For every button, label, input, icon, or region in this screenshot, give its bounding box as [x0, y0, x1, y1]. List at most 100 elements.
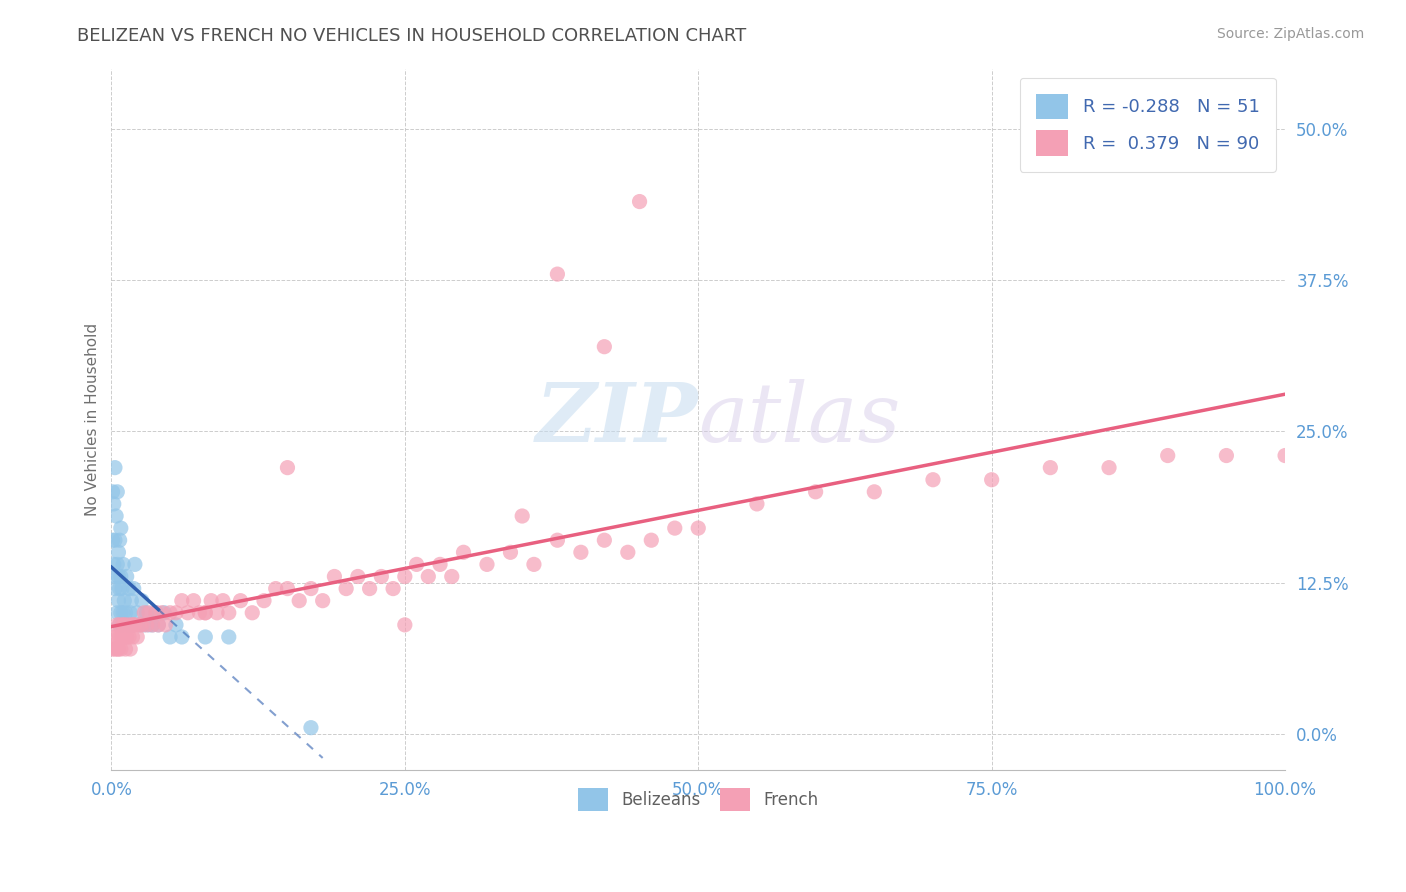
Point — [107, 569, 129, 583]
Point — [165, 606, 187, 620]
Point — [107, 545, 129, 559]
Legend: Belizeans, French: Belizeans, French — [564, 774, 832, 825]
Point — [440, 569, 463, 583]
Point — [229, 593, 252, 607]
Point — [980, 473, 1002, 487]
Point — [124, 618, 146, 632]
Point — [104, 533, 127, 548]
Point — [165, 618, 187, 632]
Point — [804, 484, 827, 499]
Point — [105, 558, 128, 572]
Point — [108, 582, 131, 596]
Point — [170, 630, 193, 644]
Point — [128, 618, 150, 632]
Point — [1039, 460, 1062, 475]
Point — [418, 569, 440, 583]
Point — [276, 460, 298, 475]
Point — [105, 508, 128, 523]
Point — [475, 558, 498, 572]
Point — [299, 721, 322, 735]
Point — [359, 582, 381, 596]
Point — [103, 558, 125, 572]
Point — [110, 606, 132, 620]
Point — [108, 630, 131, 644]
Point — [145, 606, 167, 620]
Point — [148, 618, 170, 632]
Point — [118, 582, 141, 596]
Point — [122, 582, 145, 596]
Point — [104, 642, 127, 657]
Point — [108, 618, 131, 632]
Point — [112, 630, 135, 644]
Point — [120, 606, 142, 620]
Point — [103, 630, 125, 644]
Point — [115, 569, 138, 583]
Point — [148, 618, 170, 632]
Point — [120, 642, 142, 657]
Point — [110, 569, 132, 583]
Point — [120, 593, 142, 607]
Point — [135, 618, 157, 632]
Point — [127, 606, 149, 620]
Point — [141, 618, 163, 632]
Point — [1215, 449, 1237, 463]
Point — [240, 606, 263, 620]
Point — [170, 593, 193, 607]
Point — [688, 521, 710, 535]
Point — [112, 593, 135, 607]
Point — [546, 267, 568, 281]
Point — [107, 593, 129, 607]
Point — [134, 618, 156, 632]
Point — [134, 606, 156, 620]
Point — [101, 642, 124, 657]
Point — [499, 545, 522, 559]
Point — [105, 606, 128, 620]
Point — [205, 606, 228, 620]
Point — [922, 473, 945, 487]
Point — [138, 618, 160, 632]
Point — [111, 582, 134, 596]
Point — [105, 484, 128, 499]
Point — [382, 582, 405, 596]
Point — [112, 618, 135, 632]
Point — [640, 533, 662, 548]
Point — [101, 533, 124, 548]
Point — [523, 558, 546, 572]
Point — [1274, 449, 1296, 463]
Text: Source: ZipAtlas.com: Source: ZipAtlas.com — [1216, 27, 1364, 41]
Point — [115, 630, 138, 644]
Point — [141, 618, 163, 632]
Point — [394, 569, 416, 583]
Point — [111, 618, 134, 632]
Point — [112, 558, 135, 572]
Point — [105, 618, 128, 632]
Point — [218, 606, 240, 620]
Point — [110, 521, 132, 535]
Point — [104, 582, 127, 596]
Point — [429, 558, 451, 572]
Point — [117, 618, 139, 632]
Y-axis label: No Vehicles in Household: No Vehicles in Household — [86, 323, 100, 516]
Point — [347, 569, 370, 583]
Point — [114, 642, 136, 657]
Point — [323, 569, 346, 583]
Point — [105, 642, 128, 657]
Point — [253, 593, 276, 607]
Point — [122, 618, 145, 632]
Point — [108, 533, 131, 548]
Point — [159, 630, 181, 644]
Point — [288, 593, 311, 607]
Point — [510, 508, 533, 523]
Point — [1098, 460, 1121, 475]
Point — [1157, 449, 1180, 463]
Point — [546, 533, 568, 548]
Point — [183, 593, 205, 607]
Point — [200, 593, 222, 607]
Point — [150, 606, 173, 620]
Point — [159, 606, 181, 620]
Point — [176, 606, 198, 620]
Point — [664, 521, 686, 535]
Point — [276, 582, 298, 596]
Point — [127, 630, 149, 644]
Point — [628, 194, 651, 209]
